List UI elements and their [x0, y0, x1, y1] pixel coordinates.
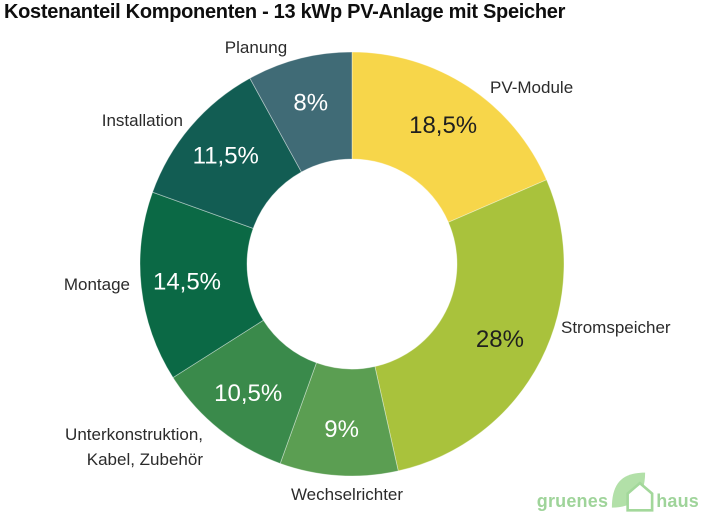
- donut-segment-0: [351, 51, 548, 223]
- segment-value-label-3: 10,5%: [214, 380, 282, 407]
- segment-label-unterkonstruktion: Unterkonstruktion, Kabel, Zubehör: [65, 425, 203, 469]
- segment-value-label-5: 11,5%: [193, 143, 259, 170]
- segment-value-label-6: 8%: [293, 90, 328, 117]
- donut-segment-5: [152, 77, 302, 229]
- brand-word-left: gruenes: [536, 491, 609, 511]
- donut-segment-6: [249, 51, 353, 173]
- donut-segment-4: [139, 191, 264, 379]
- leaf-house-icon: [612, 472, 654, 512]
- segment-value-label-0: 18,5%: [409, 112, 477, 139]
- brand-logo: gruenes haus: [537, 470, 699, 512]
- segment-value-label-4: 14,5%: [153, 269, 221, 296]
- segment-label-wechselrichter: Wechselrichter: [290, 485, 404, 504]
- chart-title: Kostenanteil Komponenten - 13 kWp PV-Anl…: [4, 1, 566, 23]
- segment-label-pv-module: PV-Module: [490, 78, 574, 97]
- segment-value-label-1: 28%: [476, 326, 524, 353]
- segment-value-label-2: 9%: [324, 416, 359, 443]
- segment-label-installation: Installation: [101, 111, 183, 130]
- segment-label-montage: Montage: [63, 275, 130, 294]
- donut-segment-1: [374, 179, 565, 472]
- brand-word-right: haus: [656, 491, 699, 511]
- donut-segment-3: [172, 319, 317, 464]
- segment-label-planung: Planung: [224, 38, 288, 57]
- segment-label-stromspeicher: Stromspeicher: [561, 318, 671, 337]
- donut-segment-2: [279, 362, 399, 477]
